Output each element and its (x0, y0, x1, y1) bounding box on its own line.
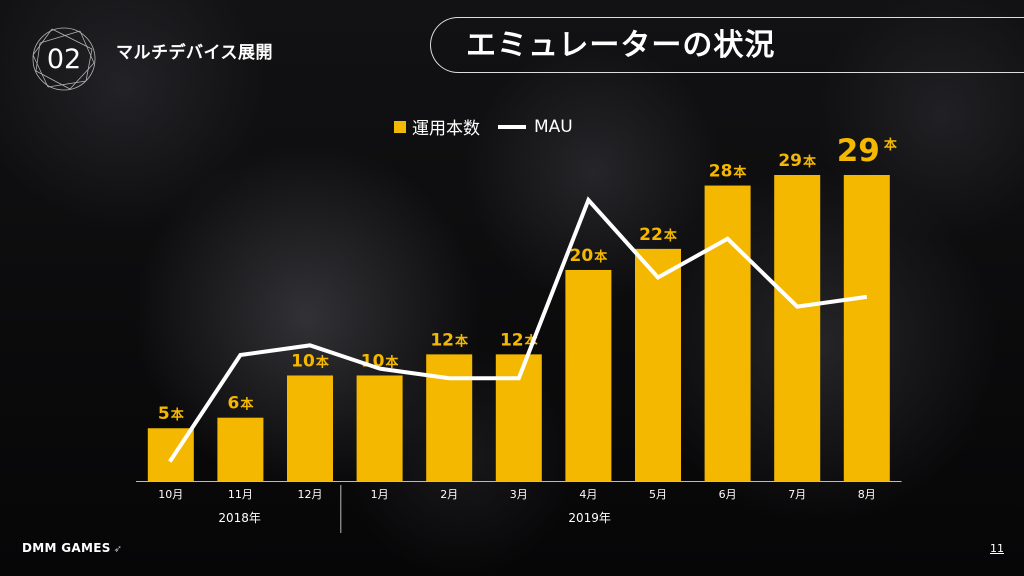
bar-2月 (426, 354, 473, 481)
dmm-games-logo: DMM GAMES ➶ (22, 541, 122, 555)
bar-7月 (774, 175, 821, 481)
legend-line-label: MAU (534, 116, 573, 137)
legend-bars-label: 運用本数 (412, 119, 480, 139)
network-globe-icon (32, 27, 96, 91)
x-tick-label: 8月 (858, 488, 876, 501)
logo-mark-icon: ➶ (113, 544, 123, 555)
bar-8月 (843, 175, 890, 481)
chart-legend: 運用本数 MAU (394, 114, 573, 139)
section-label: マルチデバイス展開 (116, 43, 273, 63)
bar-value-label: 6本 (227, 394, 253, 414)
bar-value-label: 29本 (778, 151, 816, 171)
bar-11月 (217, 417, 264, 481)
bar-12月 (287, 375, 333, 481)
page-number: 11 (990, 542, 1004, 555)
year-label-2019: 2019年 (568, 511, 611, 525)
mau-line (168, 196, 868, 463)
bar-value-label: 5本 (158, 404, 184, 424)
page-title: エミュレーターの状況 (466, 28, 776, 63)
bar-4月 (565, 269, 612, 481)
x-tick-label: 10月 (158, 488, 183, 501)
x-tick-label: 11月 (228, 488, 253, 501)
x-tick-label: 12月 (298, 488, 323, 501)
bar-value-label: 10本 (291, 351, 329, 371)
x-tick-label: 4月 (579, 488, 597, 501)
x-tick-label: 3月 (510, 488, 528, 501)
bar-value-label: 28本 (709, 162, 747, 182)
x-tick-label: 5月 (649, 488, 667, 501)
legend-bar-swatch (394, 120, 406, 133)
bar-6月 (704, 185, 751, 481)
bar-value-label: 20本 (570, 246, 608, 266)
bar-5月 (635, 248, 681, 481)
bar-value-label: 12本 (430, 330, 468, 350)
logo-text: DMM GAMES (22, 541, 111, 555)
bar-value-label: 22本 (639, 225, 677, 245)
bar-1月 (356, 375, 403, 481)
section-number: 02 (46, 43, 82, 75)
section-badge: 02 (30, 25, 98, 93)
x-tick-label: 1月 (371, 488, 389, 501)
x-tick-label: 7月 (788, 488, 806, 501)
title-frame (430, 17, 1024, 73)
x-tick-label: 6月 (719, 488, 737, 501)
x-tick-label: 2月 (440, 488, 458, 501)
year-label-2018: 2018年 (218, 511, 261, 525)
legend-line-swatch (498, 124, 526, 129)
